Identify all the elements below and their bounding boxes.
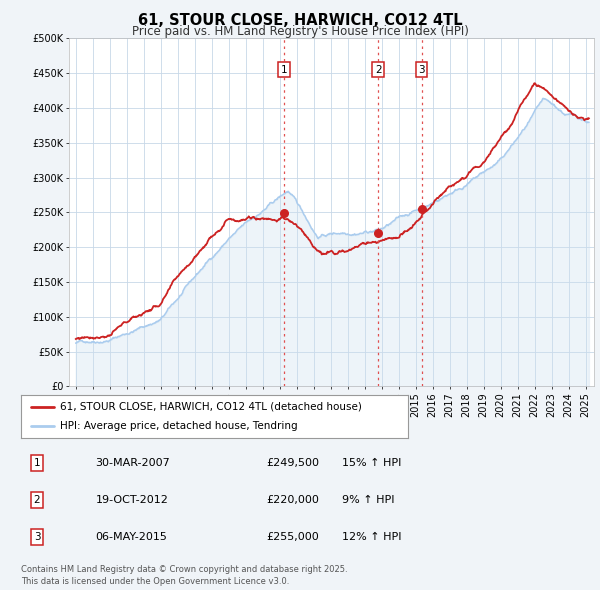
Text: Contains HM Land Registry data © Crown copyright and database right 2025.: Contains HM Land Registry data © Crown c… [21,565,347,574]
Text: 9% ↑ HPI: 9% ↑ HPI [342,495,394,505]
Text: £249,500: £249,500 [266,458,319,468]
Text: HPI: Average price, detached house, Tendring: HPI: Average price, detached house, Tend… [60,421,298,431]
Text: 06-MAY-2015: 06-MAY-2015 [95,532,167,542]
Text: 30-MAR-2007: 30-MAR-2007 [95,458,170,468]
Text: 19-OCT-2012: 19-OCT-2012 [95,495,169,505]
Text: 61, STOUR CLOSE, HARWICH, CO12 4TL: 61, STOUR CLOSE, HARWICH, CO12 4TL [137,13,463,28]
Text: This data is licensed under the Open Government Licence v3.0.: This data is licensed under the Open Gov… [21,577,289,586]
Text: 15% ↑ HPI: 15% ↑ HPI [342,458,401,468]
Text: 12% ↑ HPI: 12% ↑ HPI [342,532,401,542]
Text: 1: 1 [280,65,287,75]
Text: 61, STOUR CLOSE, HARWICH, CO12 4TL (detached house): 61, STOUR CLOSE, HARWICH, CO12 4TL (deta… [60,402,362,412]
Text: 2: 2 [375,65,382,75]
Text: £255,000: £255,000 [266,532,319,542]
Text: 3: 3 [418,65,425,75]
Text: 3: 3 [34,532,40,542]
Text: 1: 1 [34,458,40,468]
Text: Price paid vs. HM Land Registry's House Price Index (HPI): Price paid vs. HM Land Registry's House … [131,25,469,38]
Text: 2: 2 [34,495,40,505]
Text: £220,000: £220,000 [266,495,319,505]
